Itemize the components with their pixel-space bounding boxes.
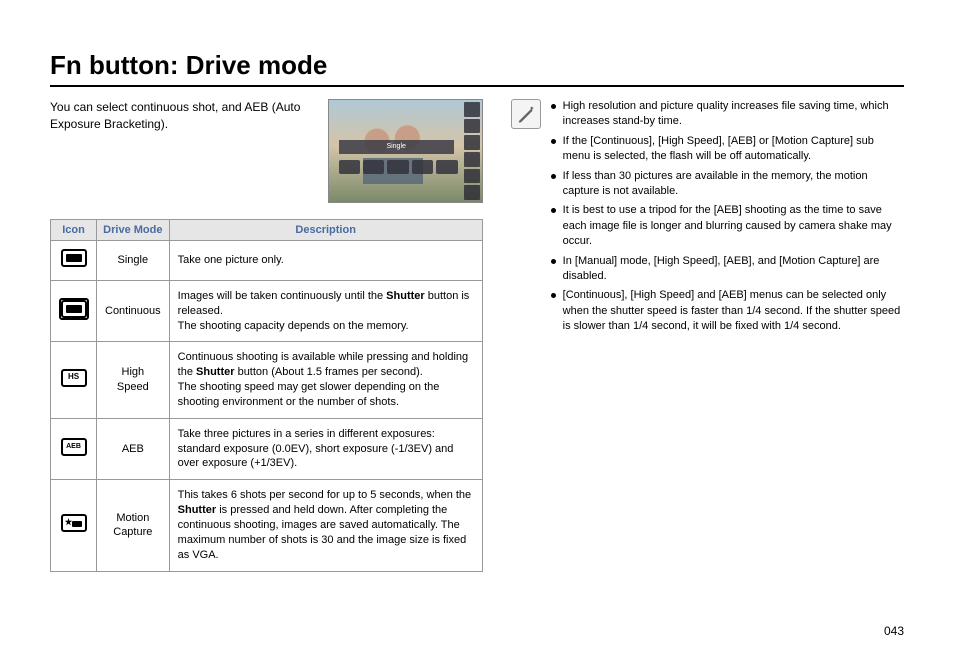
note-item: [Continuous], [High Speed] and [AEB] men…	[551, 288, 904, 334]
drive-mode-name: AEB	[97, 418, 170, 480]
drive-mode-desc: Take one picture only.	[169, 241, 482, 281]
table-row: Continuous Images will be taken continuo…	[51, 280, 483, 342]
drive-icon-aeb	[51, 418, 97, 480]
note-item: High resolution and picture quality incr…	[551, 99, 904, 130]
left-column: You can select continuous shot, and AEB …	[50, 99, 483, 572]
table-row: Motion Capture This takes 6 shots per se…	[51, 480, 483, 571]
drive-mode-name: Motion Capture	[97, 480, 170, 571]
drive-mode-name: Continuous	[97, 280, 170, 342]
table-row: High Speed Continuous shooting is availa…	[51, 342, 483, 418]
note-item: If less than 30 pictures are available i…	[551, 169, 904, 200]
right-column: High resolution and picture quality incr…	[511, 99, 904, 572]
note-item: It is best to use a tripod for the [AEB]…	[551, 203, 904, 249]
table-header-mode: Drive Mode	[97, 220, 170, 241]
drive-icon-highspeed	[51, 342, 97, 418]
intro-text: You can select continuous shot, and AEB …	[50, 99, 314, 203]
note-item: In [Manual] mode, [High Speed], [AEB], a…	[551, 254, 904, 285]
note-list: High resolution and picture quality incr…	[551, 99, 904, 338]
drive-icon-continuous	[51, 280, 97, 342]
drive-mode-name: Single	[97, 241, 170, 281]
page-number: 043	[884, 624, 904, 638]
content-columns: You can select continuous shot, and AEB …	[50, 99, 904, 572]
table-row: AEB Take three pictures in a series in d…	[51, 418, 483, 480]
drive-mode-table: Icon Drive Mode Description Single Take …	[50, 219, 483, 572]
note-item: If the [Continuous], [High Speed], [AEB]…	[551, 134, 904, 165]
drive-mode-desc: This takes 6 shots per second for up to …	[169, 480, 482, 571]
preview-mode-label: Single	[339, 140, 454, 154]
drive-icon-motion	[51, 480, 97, 571]
drive-mode-desc: Continuous shooting is available while p…	[169, 342, 482, 418]
table-header-desc: Description	[169, 220, 482, 241]
note-block: High resolution and picture quality incr…	[511, 99, 904, 338]
table-row: Single Take one picture only.	[51, 241, 483, 281]
note-icon	[511, 99, 541, 129]
camera-preview-image: Single	[328, 99, 483, 203]
drive-icon-single	[51, 241, 97, 281]
table-header-icon: Icon	[51, 220, 97, 241]
drive-mode-desc: Take three pictures in a series in diffe…	[169, 418, 482, 480]
intro-row: You can select continuous shot, and AEB …	[50, 99, 483, 203]
page-title: Fn button: Drive mode	[50, 50, 904, 87]
drive-mode-name: High Speed	[97, 342, 170, 418]
drive-mode-desc: Images will be taken continuously until …	[169, 280, 482, 342]
